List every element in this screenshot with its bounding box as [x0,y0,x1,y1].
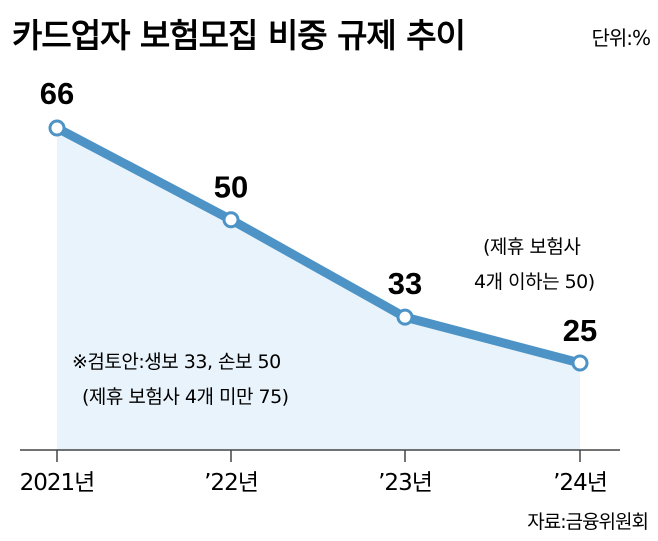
note-line1: ※검토안:생보 33, 손보 50 [72,351,281,373]
right-annotation-line1: (제휴 보험사 [483,236,580,258]
right-annotation-line2: 4개 이하는 50) [474,271,595,293]
x-tick-label-0: 2021년 [20,470,95,496]
data-points [48,119,589,372]
value-label-0: 66 [40,76,74,111]
value-label-3: 25 [563,313,597,348]
x-tick-label-1: ’22년 [204,470,258,496]
chart-title: 카드업자 보험모집 비중 규제 추이 [12,16,465,55]
x-tick-label-2: ’23년 [378,470,432,496]
unit-label: 단위:% [591,26,650,50]
data-point-0 [48,119,66,137]
series-line [52,123,585,368]
data-point-3 [571,354,589,372]
area-fill [57,128,580,450]
value-label-2: 33 [388,266,422,301]
x-tick-label-3: ’24년 [553,470,607,496]
source-label: 자료:금융위원회 [527,511,648,533]
value-labels: 66 50 33 25 [40,76,597,348]
x-ticks [56,450,581,462]
value-label-1: 50 [214,170,248,205]
data-point-1 [222,211,240,229]
x-tick-labels: 2021년 ’22년 ’23년 ’24년 [20,470,608,496]
data-point-2 [396,308,414,326]
note-line2: (제휴 보험사 4개 미만 75) [82,386,289,408]
